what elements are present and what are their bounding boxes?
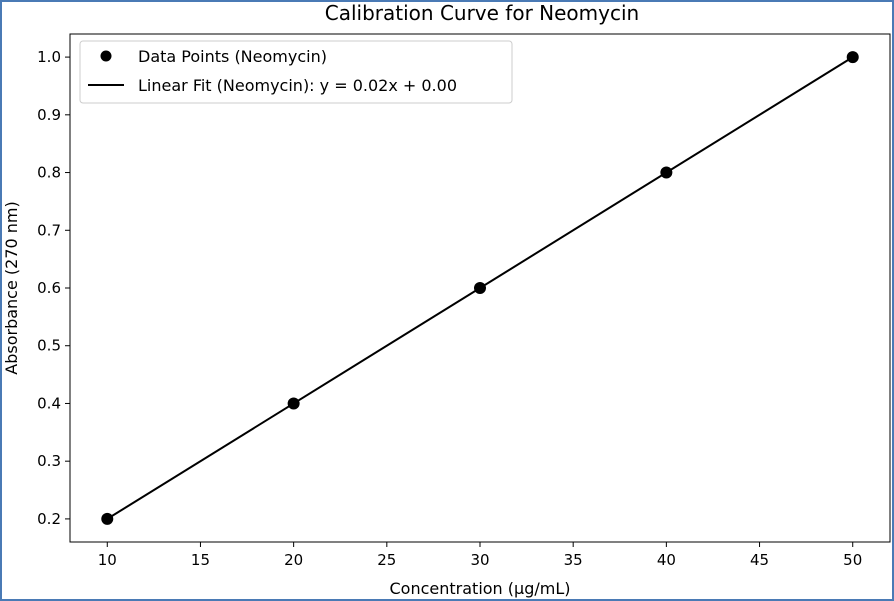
data-point [287,397,300,410]
x-tick-label: 35 [564,551,583,569]
x-tick-label: 20 [284,551,303,569]
y-tick-label: 0.7 [37,221,61,239]
data-point [474,282,486,294]
data-point [846,51,859,64]
y-tick-label: 0.2 [37,510,61,528]
x-tick-label: 25 [377,551,396,569]
legend-label-linear-fit: Linear Fit (Neomycin): y = 0.02x + 0.00 [138,76,457,95]
legend-label-data-points: Data Points (Neomycin) [138,47,327,66]
x-axis-label: Concentration (µg/mL) [390,579,571,598]
legend-box [79,40,513,104]
x-tick-label: 30 [470,551,489,569]
legend: Data Points (Neomycin) Linear Fit (Neomy… [79,40,513,104]
data-point [660,166,673,179]
x-tick-label: 15 [191,551,210,569]
y-tick-label: 0.3 [37,452,61,470]
data-point [101,512,114,525]
x-tick-label: 40 [657,551,676,569]
y-tick-label: 1.0 [37,48,61,66]
y-tick-label: 0.4 [37,394,61,412]
x-tick-label: 10 [98,551,117,569]
chart-title: Calibration Curve for Neomycin [325,1,639,25]
series-layer [101,51,859,525]
x-tick-label: 45 [750,551,769,569]
legend-marker-scatter [100,50,112,62]
x-axis: 10 15 20 25 30 35 40 45 50 [98,542,862,569]
y-axis: 0.2 0.3 0.4 0.5 0.6 0.7 0.8 0.9 1.0 [37,48,70,528]
y-tick-label: 0.9 [37,106,61,124]
y-tick-label: 0.8 [37,164,61,182]
y-axis-label: Absorbance (270 nm) [2,201,21,374]
x-tick-label: 50 [843,551,862,569]
y-tick-label: 0.5 [37,337,61,355]
y-tick-label: 0.6 [37,279,61,297]
